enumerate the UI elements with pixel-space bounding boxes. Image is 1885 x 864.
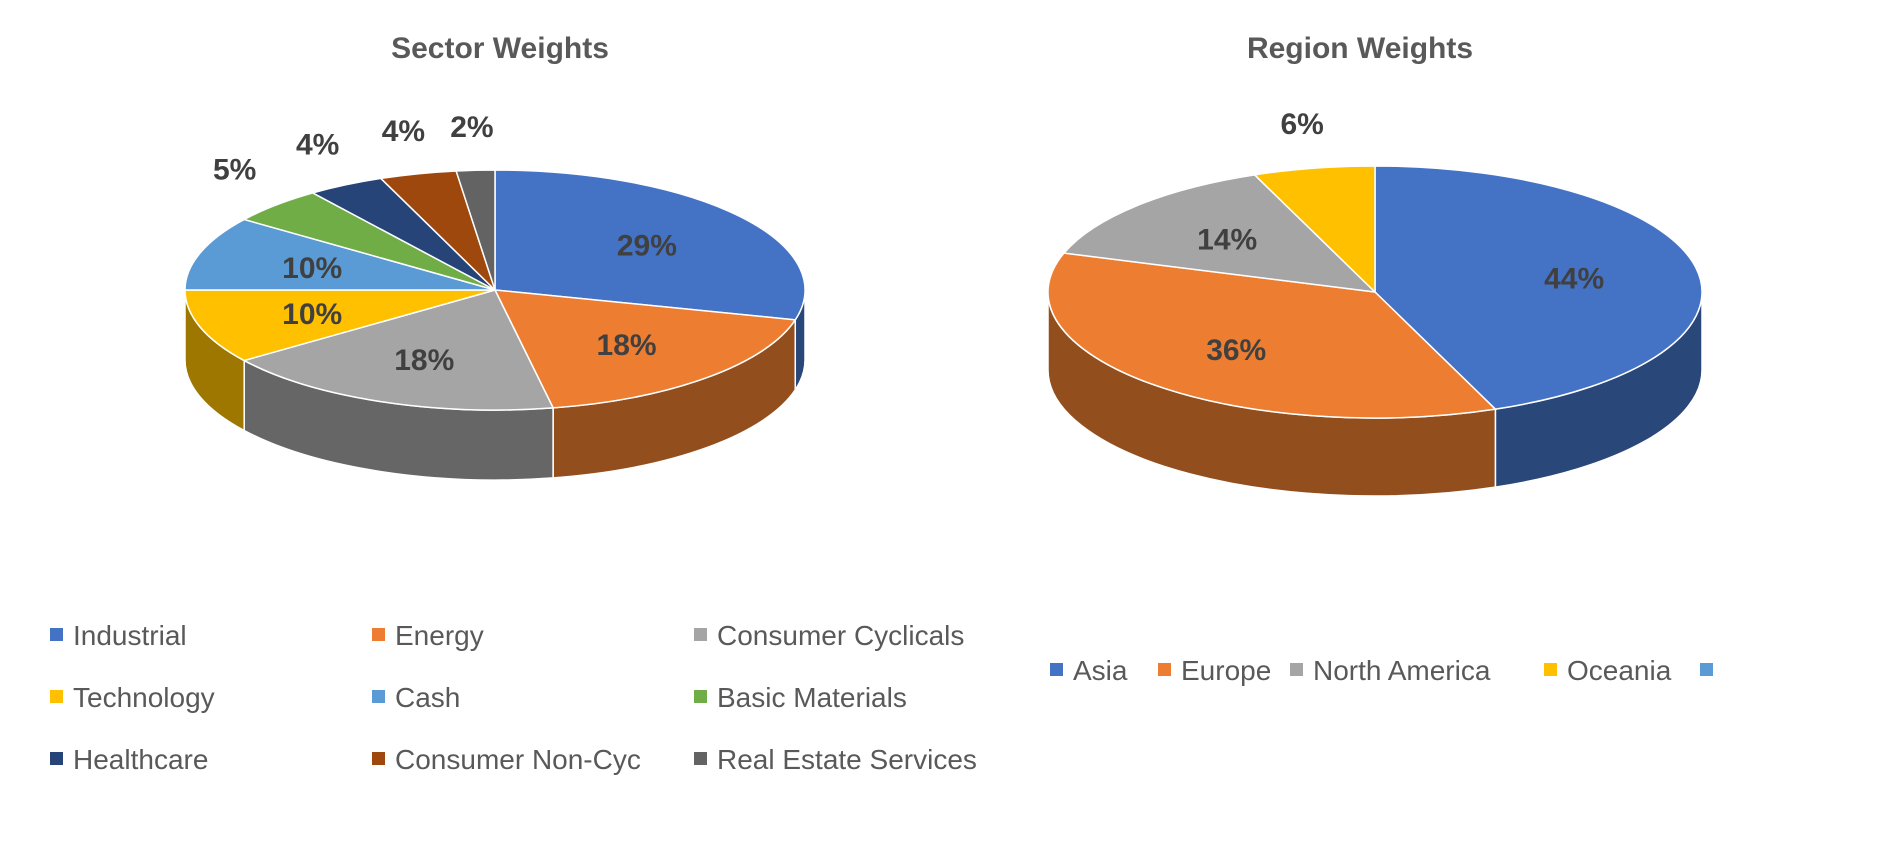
region-legend-label: Oceania xyxy=(1567,655,1672,686)
sector-legend-label: Healthcare xyxy=(73,744,209,775)
region-legend-item-north-america: North America xyxy=(1290,655,1490,687)
sector-legend-item-technology: Technology xyxy=(50,682,215,714)
region-chart-title: Region Weights xyxy=(1246,32,1474,65)
sector-slice-energy xyxy=(493,289,797,409)
sector-legend-swatch xyxy=(372,690,385,704)
sector-label-consumer-cyclicals: 18% xyxy=(394,344,454,377)
sector-label-industrial: 29% xyxy=(617,229,677,262)
sector-label-consumer-non-cyc: 4% xyxy=(382,115,425,148)
sector-legend-swatch xyxy=(50,752,63,766)
sector-pie: 29% 18% 18% 10% 10% 5% 4% 4% 2% xyxy=(184,111,806,481)
region-slice-europe xyxy=(1047,252,1497,419)
region-label-oceania: 6% xyxy=(1280,108,1323,141)
region-legend-swatch xyxy=(1050,663,1063,677)
sector-legend-swatch xyxy=(694,752,707,766)
region-slice-oceania xyxy=(1253,165,1376,294)
region-legend-swatch xyxy=(1158,663,1171,677)
sector-legend-swatch xyxy=(694,628,707,642)
sector-slice-industrial xyxy=(494,169,806,321)
sector-label-basic-materials: 5% xyxy=(213,153,256,186)
sector-legend-item-basic-materials: Basic Materials xyxy=(694,682,907,714)
region-slice-north-america xyxy=(1062,174,1378,294)
sector-legend-swatch xyxy=(694,690,707,704)
sector-slice-cash xyxy=(184,218,496,291)
region-legend-swatch xyxy=(1290,663,1303,677)
sector-legend-label: Technology xyxy=(73,682,215,713)
sector-legend-swatch xyxy=(372,752,385,766)
sector-legend-item-real-estate-services: Real Estate Services xyxy=(694,744,977,776)
region-pie: 44% 36% 14% 6% xyxy=(1047,108,1703,497)
sector-legend-item-consumer-cyclicals: Consumer Cyclicals xyxy=(694,620,964,652)
sector-slice-technology xyxy=(184,289,496,362)
region-label-europe: 36% xyxy=(1206,334,1266,367)
sector-legend-swatch xyxy=(50,628,63,642)
region-chart: 44% 36% 14% 6% Region Weights Asia Europe Nor… xyxy=(990,0,1885,864)
sector-slice-consumer-cyclicals xyxy=(242,289,555,411)
sector-chart-title: Sector Weights xyxy=(391,32,609,65)
sector-legend-label: Consumer Cyclicals xyxy=(717,620,965,651)
sector-chart: 29% 18% 18% 10% 10% 5% 4% 4% 2% Sector Weights I… xyxy=(50,32,977,776)
region-legend-item-entry-4 xyxy=(1700,655,1723,687)
sector-legend-swatch xyxy=(372,628,385,642)
region-legend-item-asia: Asia xyxy=(1050,655,1127,687)
region-legend-label: North America xyxy=(1313,655,1491,686)
region-slice-asia xyxy=(1374,165,1703,410)
region-legend-swatch xyxy=(1700,663,1713,677)
region-legend-swatch xyxy=(1544,663,1557,677)
sector-label-healthcare: 4% xyxy=(296,129,339,162)
region-legend-item-europe: Europe xyxy=(1158,655,1271,687)
region-label-asia: 44% xyxy=(1544,262,1604,295)
region-label-north-america: 14% xyxy=(1197,224,1257,257)
sector-legend-item-cash: Cash xyxy=(372,682,460,714)
sector-legend-label: Basic Materials xyxy=(717,682,907,713)
sector-legend-label: Consumer Non-Cyc xyxy=(395,744,641,775)
region-legend-label: Europe xyxy=(1181,655,1272,686)
sector-label-technology: 10% xyxy=(282,298,342,331)
sector-legend-item-healthcare: Healthcare xyxy=(50,744,208,776)
region-legend-item-oceania: Oceania xyxy=(1544,655,1671,687)
sector-legend-label: Industrial xyxy=(73,620,187,651)
region-legend-label: Asia xyxy=(1073,655,1128,686)
sector-legend-swatch xyxy=(50,690,63,704)
sector-legend-item-consumer-non-cyc: Consumer Non-Cyc xyxy=(372,744,641,776)
sector-label-energy: 18% xyxy=(597,329,657,362)
sector-legend-item-industrial: Industrial xyxy=(50,620,187,652)
sector-legend-label: Real Estate Services xyxy=(717,744,977,775)
sector-legend-label: Cash xyxy=(395,682,461,713)
sector-legend-label: Energy xyxy=(395,620,484,651)
sector-label-real-estate-services: 2% xyxy=(450,111,493,144)
sector-slice-real-estate-services xyxy=(455,169,496,291)
sector-label-cash: 10% xyxy=(282,252,342,285)
sector-legend-item-energy: Energy xyxy=(372,620,484,652)
